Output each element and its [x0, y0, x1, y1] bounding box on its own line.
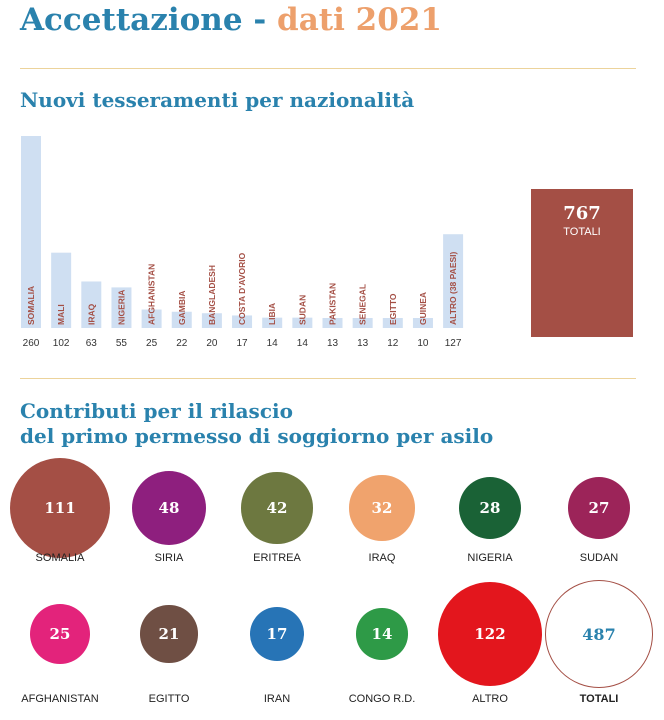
total-registrations-box: 767 TOTALI: [531, 189, 633, 337]
bar-value-label: 55: [116, 338, 128, 349]
bar-category-label: EGITTO: [388, 293, 398, 325]
bar-value-label: 63: [86, 338, 98, 349]
bubble-siria: 48: [131, 470, 207, 546]
bar-value-label: 20: [206, 338, 218, 349]
bar-category-label: MALI: [56, 304, 66, 325]
bar-afghanistan: [141, 309, 162, 328]
nationality-bar-chart: SOMALIA 260 MALI 102 IRAQ 63 NIGERIA 55 AFGHANIS…: [21, 136, 464, 349]
bar-guinea: [412, 318, 433, 328]
bubble-label: AFGHANISTAN: [21, 693, 99, 705]
divider-top: [20, 68, 636, 69]
total-registrations-value: 767: [563, 203, 601, 224]
bubble-value: 487: [582, 624, 616, 644]
bar-iraq: [81, 281, 102, 328]
bubble-label: CONGO R.D.: [348, 693, 416, 705]
bar-value-label: 14: [297, 338, 309, 349]
bar-value-label: 10: [417, 338, 429, 349]
bar-category-label: SENEGAL: [358, 284, 368, 325]
bubble-value: 42: [266, 498, 288, 517]
bubble-sudan: 27: [568, 477, 630, 539]
bar-category-label: IRAQ: [86, 303, 96, 325]
bar-mali: [51, 252, 72, 328]
bubble-value: 48: [158, 498, 180, 517]
bubble-value: 21: [158, 624, 180, 643]
bubble-total: 487: [545, 580, 653, 688]
bubble-egitto: 21: [140, 605, 198, 663]
bubble-label: IRAN: [263, 693, 291, 705]
bar-value-label: 127: [445, 338, 462, 349]
bar-category-label: PAKISTAN: [328, 283, 338, 325]
bubble-value: 27: [588, 498, 610, 517]
bar-category-label: BANGLADESH: [207, 265, 217, 325]
bar-value-label: 102: [53, 338, 70, 349]
section2-title: Contributi per il rilascio del primo per…: [20, 399, 493, 449]
bubble-value: 28: [479, 498, 501, 517]
bar-somalia: [21, 136, 41, 328]
bar-bangladesh: [201, 313, 222, 328]
bubble-label: EGITTO: [148, 693, 190, 705]
bubble-label: ALTRO: [472, 693, 508, 705]
bar-nigeria: [111, 287, 132, 328]
bar-category-label: AFGHANISTAN: [147, 264, 157, 325]
bubble-value: 14: [371, 624, 393, 643]
bar-value-label: 260: [23, 338, 40, 349]
bubble-nigeria: 28: [458, 476, 522, 540]
bar-value-label: 14: [267, 338, 279, 349]
bar-value-label: 25: [146, 338, 158, 349]
bubble-label: TOTALI: [579, 693, 619, 705]
bar-gambia: [171, 311, 192, 328]
bubble-afghanistan: 25: [29, 603, 91, 665]
bubble-label: IRAQ: [368, 552, 396, 564]
section1-title: Nuovi tesseramenti per nazionalità: [20, 88, 415, 112]
bubble-value: 25: [49, 624, 71, 643]
bubble-iraq: 32: [349, 475, 415, 541]
bar-category-label: LIBIA: [267, 303, 277, 325]
bar-value-label: 17: [236, 338, 248, 349]
bar-value-label: 22: [176, 338, 188, 349]
bubble-label: ERITREA: [253, 552, 301, 564]
bar-category-label: SOMALIA: [26, 286, 36, 325]
bar-category-label: SUDAN: [297, 295, 307, 325]
bar-value-label: 12: [387, 338, 399, 349]
bubble-label: NIGERIA: [467, 552, 513, 564]
bar-category-label: NIGERIA: [116, 290, 126, 325]
bubble-value: 32: [371, 498, 393, 517]
bar-senegal: [352, 318, 373, 328]
title-year: dati 2021: [277, 2, 442, 38]
section2-title-line1: Contributi per il rilascio: [20, 399, 293, 423]
bubble-congo-r-d: 14: [356, 608, 408, 660]
bubble-value: 17: [266, 624, 288, 643]
bar-value-label: 13: [327, 338, 339, 349]
title-main: Accettazione -: [20, 2, 278, 38]
bar-value-label: 13: [357, 338, 369, 349]
bar-category-label: COSTA D'AVORIO: [237, 252, 247, 325]
total-registrations-label: TOTALI: [563, 226, 601, 238]
bar-sudan: [292, 317, 313, 328]
bubble-altro: 122: [437, 581, 543, 687]
bar-altro-38-paesi: [443, 234, 464, 328]
page-title: Accettazione - dati 2021: [20, 2, 442, 38]
bar-costa-d-avorio: [232, 315, 253, 328]
bubble-somalia: 111: [9, 457, 111, 559]
bubble-iran: 17: [250, 607, 304, 661]
bar-libia: [262, 317, 283, 328]
bubble-label: SIRIA: [154, 552, 184, 564]
bar-category-label: GUINEA: [418, 292, 428, 325]
bubble-eritrea: 42: [241, 472, 313, 544]
bar-pakistan: [322, 318, 343, 328]
bubble-label: SOMALIA: [35, 552, 85, 564]
divider-middle: [20, 378, 636, 379]
bar-egitto: [382, 318, 403, 328]
bubble-value: 111: [44, 498, 76, 517]
bubble-value: 122: [474, 624, 506, 643]
bar-category-label: ALTRO (38 PAESI): [448, 251, 458, 325]
bubble-label: SUDAN: [579, 552, 619, 564]
bar-category-label: GAMBIA: [177, 291, 187, 325]
section2-title-line2: del primo permesso di soggiorno per asil…: [20, 424, 494, 448]
